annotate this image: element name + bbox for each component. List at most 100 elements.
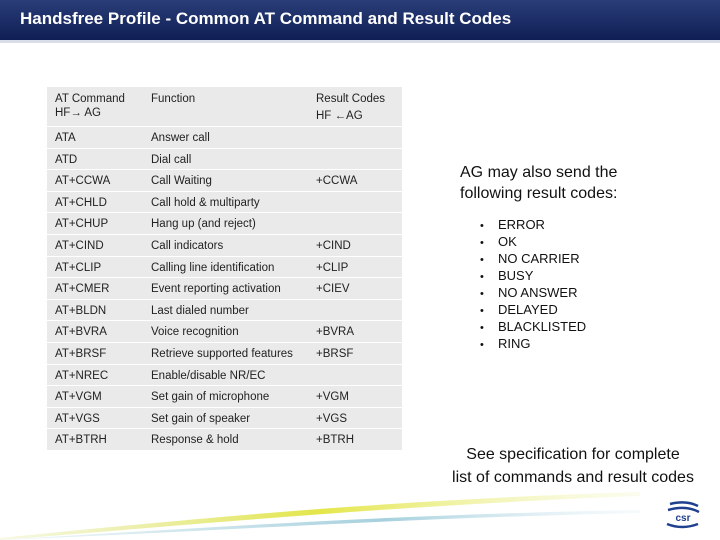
cell-function: Dial call [151, 153, 192, 166]
table-row: ATA Answer call [47, 127, 402, 149]
table-row: AT+CMER Event reporting activation +CIEV [47, 278, 402, 300]
cell-command: AT+CIND [55, 240, 104, 252]
table-row: AT+CCWA Call Waiting +CCWA [47, 170, 402, 192]
row-separator [47, 277, 402, 279]
table-row: AT+CHUP Hang up (and reject) [47, 213, 402, 235]
bullet-icon: • [480, 305, 484, 317]
row-separator [47, 298, 402, 300]
cell-command: AT+CLIP [55, 261, 102, 274]
header-result: Result Codes HF ←AG [316, 92, 385, 123]
result-code-list: • ERROR • OK • NO CARRIER • BUSY • NO ANSWER • DELA… [480, 216, 586, 352]
header-result-line2: HF ←AG [316, 110, 363, 122]
side-title-line2: following result codes: [460, 185, 618, 202]
table-row: AT+BRSF Retrieve supported features +BRSF [47, 343, 402, 365]
cell-function: Call indicators [151, 240, 224, 252]
cell-function: Hang up (and reject) [151, 218, 256, 231]
cell-result: +CLIP [316, 261, 349, 274]
header-function: Function [151, 93, 196, 105]
cell-function: Response & hold [151, 434, 239, 447]
table-row: AT+BVRA Voice recognition +BVRA [47, 321, 402, 343]
cell-command: AT+CHLD [55, 196, 107, 209]
cell-function: Set gain of microphone [151, 391, 270, 404]
page-title: Handsfree Profile - Common AT Command an… [20, 9, 512, 28]
cell-function: Voice recognition [151, 326, 239, 339]
table-row: AT+BLDN Last dialed number [47, 300, 402, 322]
row-separator [47, 363, 402, 365]
cell-function: Set gain of speaker [151, 412, 251, 425]
table-row: ATD Dial call [47, 149, 402, 171]
csr-logo-icon: csr [666, 501, 700, 529]
spec-note-line2: list of commands and result codes [452, 469, 694, 486]
result-code: DELAYED [498, 302, 558, 317]
bullet-icon: • [480, 322, 484, 334]
svg-text:csr: csr [675, 513, 690, 524]
cell-result: +BRSF [316, 348, 354, 360]
result-code: ERROR [498, 217, 545, 232]
row-separator [47, 234, 402, 235]
cell-result: +BTRH [316, 434, 355, 447]
cell-function: Call Waiting [151, 175, 212, 188]
row-separator [47, 212, 402, 214]
cell-command: ATD [55, 153, 78, 166]
cell-result: +VGS [316, 412, 348, 425]
list-item: • BUSY [480, 267, 586, 284]
bullet-icon: • [480, 254, 484, 266]
cell-result: +BVRA [316, 326, 355, 339]
cell-function: Answer call [151, 132, 210, 144]
cell-command: AT+CHUP [55, 218, 109, 231]
side-title: AG may also send the following result co… [460, 162, 660, 204]
list-item: • NO ANSWER [480, 284, 586, 301]
cell-command: ATA [55, 132, 76, 144]
list-item: • DELAYED [480, 301, 586, 318]
row-separator [47, 428, 402, 430]
row-separator [47, 147, 402, 149]
bullet-icon: • [480, 220, 484, 232]
title-bar: Handsfree Profile - Common AT Command an… [0, 0, 720, 40]
result-code: OK [498, 234, 517, 249]
table-row: AT+CLIP Calling line identification +CLIP [47, 257, 402, 279]
cell-function: Last dialed number [151, 304, 249, 317]
result-code: NO CARRIER [498, 251, 580, 266]
bullet-icon: • [480, 237, 484, 249]
cell-result: +CCWA [316, 175, 358, 188]
cell-result: +CIND [316, 240, 351, 252]
table-row: AT+CIND Call indicators +CIND [47, 235, 402, 257]
cell-command: AT+BTRH [55, 434, 107, 447]
list-item: • RING [480, 335, 586, 352]
table-row: AT+NREC Enable/disable NR/EC [47, 365, 402, 387]
cell-command: AT+BVRA [55, 326, 107, 339]
cell-command: AT+CCWA [55, 175, 111, 188]
row-separator [47, 190, 402, 192]
cell-function: Enable/disable NR/EC [151, 369, 266, 382]
table-row: AT+CHLD Call hold & multiparty [47, 192, 402, 214]
spec-note-line1: See specification for complete [466, 446, 680, 463]
row-separator [47, 406, 402, 408]
cell-result: +CIEV [316, 283, 350, 296]
decorative-swoosh [0, 492, 640, 540]
result-code: BUSY [498, 268, 534, 283]
result-code: BLACKLISTED [498, 319, 587, 334]
row-separator [47, 320, 402, 322]
cell-command: AT+VGM [55, 391, 102, 404]
bullet-icon: • [480, 271, 484, 283]
result-code: RING [498, 336, 531, 351]
spec-note: See specification for complete list of c… [428, 443, 718, 489]
cell-function: Call hold & multiparty [151, 196, 260, 209]
bullet-icon: • [480, 339, 484, 351]
table-row: AT+VGS Set gain of speaker +VGS [47, 408, 402, 430]
row-separator [47, 450, 402, 451]
cell-function: Calling line identification [151, 261, 275, 274]
cell-command: AT+CMER [55, 283, 110, 296]
row-separator [47, 255, 402, 257]
cell-function: Event reporting activation [151, 283, 281, 296]
cell-result: +VGM [316, 391, 349, 404]
row-separator [47, 169, 402, 171]
header-command-line1: AT Command [55, 93, 125, 105]
side-title-line1: AG may also send the [460, 164, 618, 181]
header-result-line1: Result Codes [316, 93, 386, 105]
header-separator [47, 126, 402, 127]
cell-function: Retrieve supported features [151, 348, 293, 360]
row-separator [47, 342, 402, 343]
cell-command: AT+BRSF [55, 348, 107, 360]
header-command: AT Command HF→ AG [55, 92, 125, 120]
